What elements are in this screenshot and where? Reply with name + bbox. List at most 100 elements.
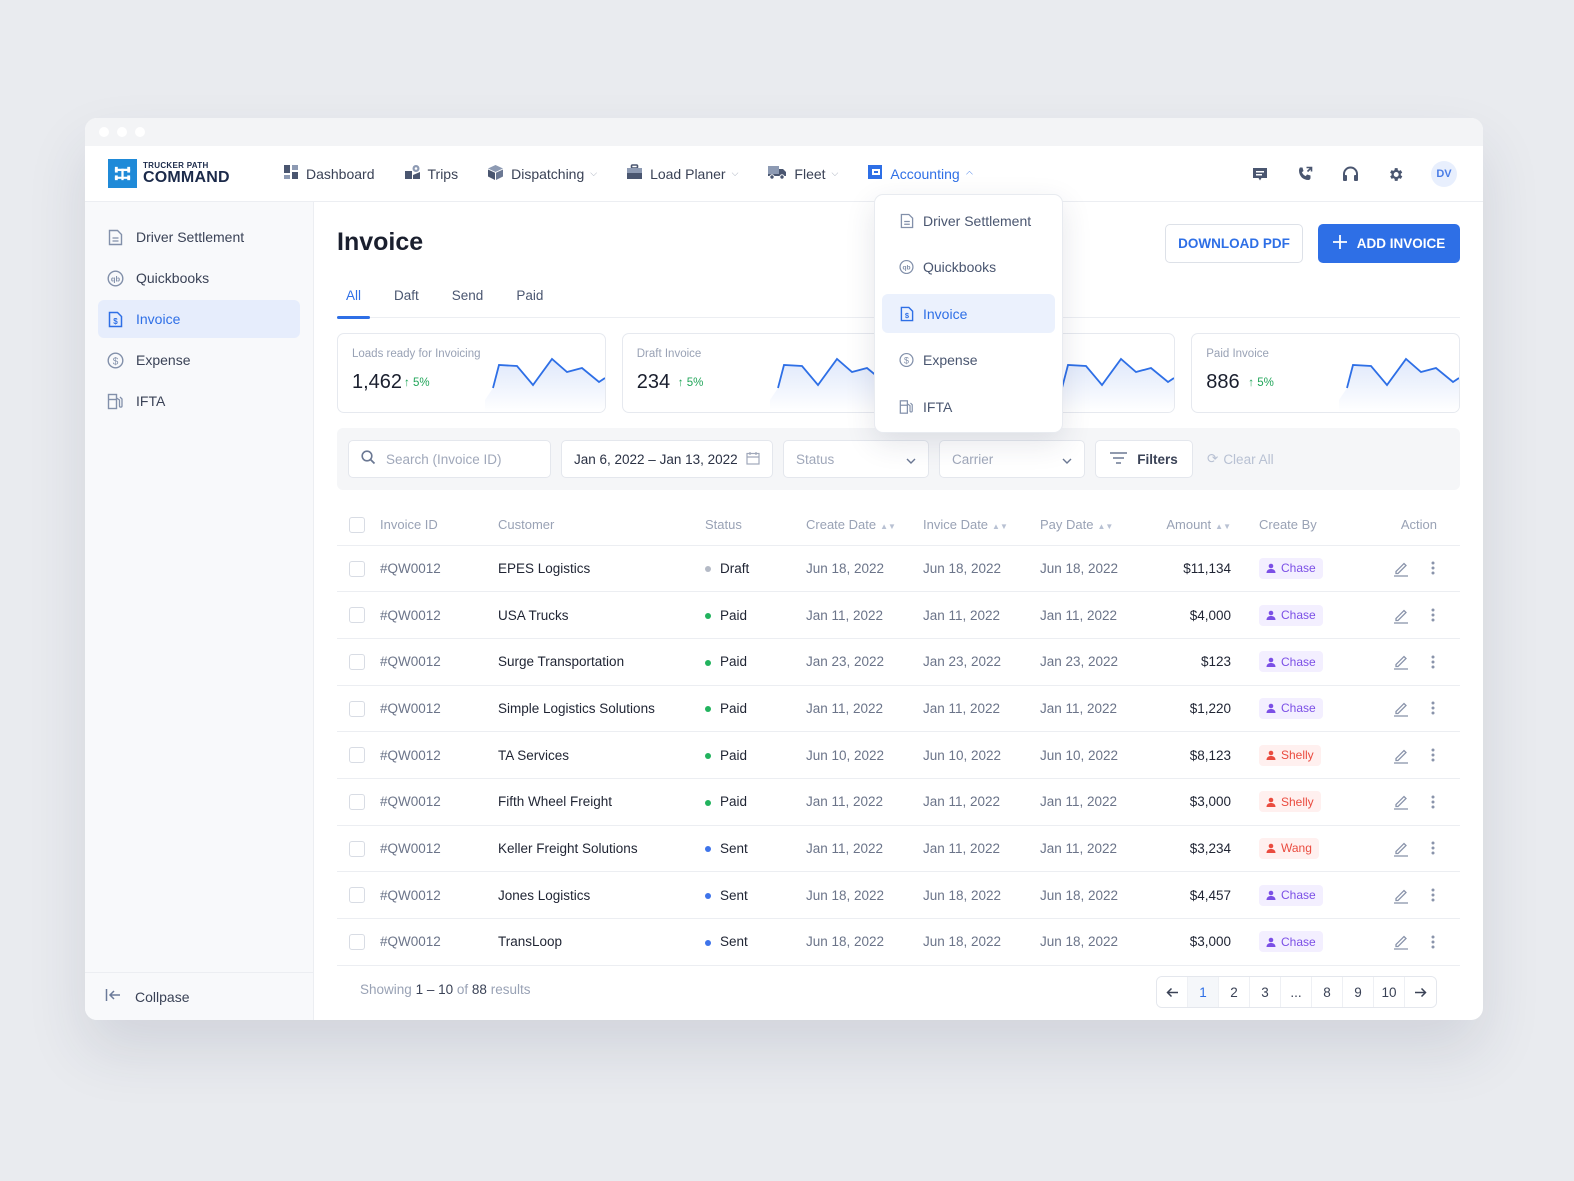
edit-icon[interactable] [1393, 747, 1409, 764]
row-checkbox[interactable] [349, 747, 365, 764]
header-customer[interactable]: Customer [498, 505, 705, 546]
row-checkbox[interactable] [349, 934, 365, 951]
logo-icon [108, 159, 137, 188]
clear-all-button[interactable]: ⟳ Clear All [1207, 451, 1274, 467]
page-button[interactable]: 1 [1188, 977, 1219, 1007]
date-range-picker[interactable]: Jan 6, 2022 – Jan 13, 2022 [561, 440, 773, 478]
nav-trips[interactable]: Trips [404, 164, 458, 183]
edit-icon[interactable] [1393, 840, 1409, 857]
edit-icon[interactable] [1393, 933, 1409, 950]
row-checkbox[interactable] [349, 887, 365, 904]
edit-icon[interactable] [1393, 887, 1409, 904]
edit-icon[interactable] [1393, 793, 1409, 810]
row-checkbox[interactable] [349, 653, 365, 670]
more-options-icon[interactable] [1431, 701, 1435, 715]
invoice-id[interactable]: #QW0012 [380, 825, 498, 873]
tab-paid[interactable]: Paid [516, 288, 544, 303]
tab-all[interactable]: All [337, 284, 371, 319]
carrier-select[interactable]: Carrier [939, 440, 1085, 478]
window-dot[interactable] [117, 127, 127, 137]
table-row[interactable]: #QW0012 Fifth Wheel Freight Paid Jan 11, 20… [337, 778, 1460, 826]
filters-button[interactable]: Filters [1095, 440, 1193, 478]
invoice-id[interactable]: #QW0012 [380, 871, 498, 919]
table-row[interactable]: #QW0012 EPES Logistics Draft Jun 18, 2022 Ju… [337, 545, 1460, 593]
row-checkbox[interactable] [349, 560, 365, 577]
search-input[interactable]: Search (Invoice ID) [348, 440, 551, 478]
row-checkbox[interactable] [349, 700, 365, 717]
prev-page-button[interactable] [1157, 977, 1188, 1007]
select-all-checkbox[interactable] [349, 517, 365, 534]
table-row[interactable]: #QW0012 Jones Logistics Sent Jun 18, 2022 Ju… [337, 871, 1460, 919]
tab-draft[interactable]: Daft [394, 288, 419, 303]
table-row[interactable]: #QW0012 TransLoop Sent Jun 18, 2022 Jun 18, … [337, 918, 1460, 966]
status-select[interactable]: Status [783, 440, 929, 478]
page-button[interactable]: 9 [1343, 977, 1374, 1007]
invoice-id[interactable]: #QW0012 [380, 685, 498, 733]
page-button[interactable]: 8 [1312, 977, 1343, 1007]
chat-icon[interactable] [1251, 165, 1269, 183]
table-row[interactable]: #QW0012 Simple Logistics Solutions Paid Jan… [337, 685, 1460, 733]
invoice-id[interactable]: #QW0012 [380, 591, 498, 639]
phone-icon[interactable] [1296, 165, 1314, 183]
edit-icon[interactable] [1393, 607, 1409, 624]
next-page-button[interactable] [1405, 977, 1436, 1007]
menu-item-ifta[interactable]: IFTA [882, 387, 1055, 426]
edit-icon[interactable] [1393, 700, 1409, 717]
window-dot[interactable] [99, 127, 109, 137]
row-checkbox[interactable] [349, 840, 365, 857]
header-status[interactable]: Status [705, 505, 806, 546]
sidebar-item-quickbooks[interactable]: qb Quickbooks [98, 259, 300, 297]
nav-load-planer[interactable]: Load Planer ⌵ [626, 164, 738, 183]
more-options-icon[interactable] [1431, 608, 1435, 622]
page-button[interactable]: 10 [1374, 977, 1405, 1007]
sidebar-item-driver-settlement[interactable]: Driver Settlement [98, 218, 300, 256]
nav-dispatching[interactable]: Dispatching ⌵ [487, 164, 597, 184]
row-checkbox[interactable] [349, 794, 365, 810]
header-create-date[interactable]: Create Date ▲▼ [806, 505, 923, 546]
gear-icon[interactable] [1386, 165, 1404, 183]
menu-item-expense[interactable]: $ Expense [882, 341, 1055, 380]
invoice-id[interactable]: #QW0012 [380, 638, 498, 686]
menu-item-invoice[interactable]: $ Invoice [882, 294, 1055, 333]
header-pay-date[interactable]: Pay Date ▲▼ [1040, 505, 1145, 546]
more-options-icon[interactable] [1431, 561, 1435, 575]
collapse-button[interactable]: Collpase [85, 972, 313, 1020]
sidebar-item-expense[interactable]: $ Expense [98, 341, 300, 379]
table-row[interactable]: #QW0012 Surge Transportation Paid Jan 23, 2… [337, 638, 1460, 686]
menu-item-quickbooks[interactable]: qb Quickbooks [882, 248, 1055, 287]
more-options-icon[interactable] [1431, 935, 1435, 949]
table-row[interactable]: #QW0012 USA Trucks Paid Jan 11, 2022 Jan 11,… [337, 591, 1460, 639]
logo[interactable]: TRUCKER PATH COMMAND [108, 159, 283, 188]
sidebar-item-invoice[interactable]: $ Invoice [98, 300, 300, 338]
header-invoice-id[interactable]: Invoice ID [380, 505, 498, 546]
edit-icon[interactable] [1393, 653, 1409, 670]
more-options-icon[interactable] [1431, 655, 1435, 669]
more-options-icon[interactable] [1431, 748, 1435, 762]
invoice-id[interactable]: #QW0012 [380, 545, 498, 593]
window-dot[interactable] [135, 127, 145, 137]
more-options-icon[interactable] [1431, 841, 1435, 855]
edit-icon[interactable] [1393, 560, 1409, 577]
invoice-id[interactable]: #QW0012 [380, 731, 498, 779]
invoice-id[interactable]: #QW0012 [380, 778, 498, 826]
row-checkbox[interactable] [349, 607, 365, 624]
page-button[interactable]: 3 [1250, 977, 1281, 1007]
table-row[interactable]: #QW0012 TA Services Paid Jun 10, 2022 Jun 10… [337, 731, 1460, 779]
nav-dashboard[interactable]: Dashboard [283, 164, 375, 183]
invoice-id[interactable]: #QW0012 [380, 918, 498, 966]
menu-item-driver-settlement[interactable]: Driver Settlement [882, 201, 1055, 240]
headset-icon[interactable] [1341, 165, 1359, 183]
table-row[interactable]: #QW0012 Keller Freight Solutions Sent Jan 1… [337, 825, 1460, 873]
nav-accounting[interactable]: Accounting ⌵ [867, 164, 972, 183]
header-amount[interactable]: Amount ▲▼ [1145, 505, 1259, 546]
tab-send[interactable]: Send [451, 288, 484, 303]
download-pdf-button[interactable]: DOWNLOAD PDF [1165, 224, 1303, 263]
add-invoice-button[interactable]: ADD INVOICE [1318, 224, 1460, 263]
page-button[interactable]: 2 [1219, 977, 1250, 1007]
user-avatar[interactable]: DV [1431, 161, 1457, 187]
header-invoice-date[interactable]: Invice Date ▲▼ [923, 505, 1040, 546]
nav-fleet[interactable]: Fleet ⌵ [767, 164, 838, 183]
more-options-icon[interactable] [1431, 888, 1435, 902]
sidebar-item-ifta[interactable]: IFTA [98, 382, 300, 420]
more-options-icon[interactable] [1431, 795, 1435, 809]
